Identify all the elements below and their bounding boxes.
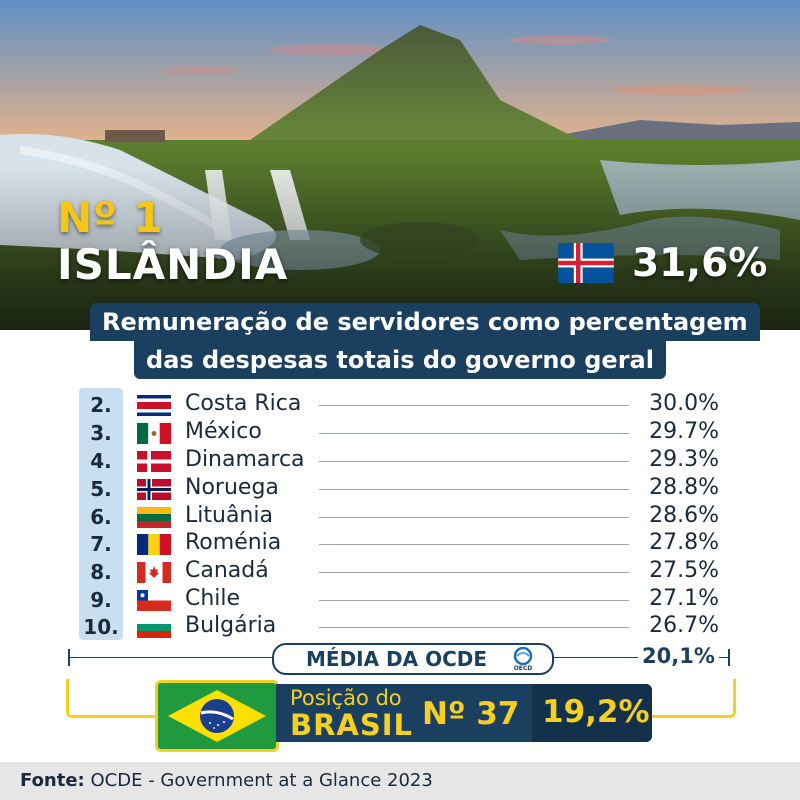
ocde-average-value: 20,1% [638, 644, 719, 668]
ocde-line-right-tick [728, 649, 730, 666]
country-value: 27.1% [643, 586, 719, 611]
country-name: Canadá [185, 558, 277, 583]
chart-title: Remuneração de servidores como percentag… [90, 303, 760, 379]
brasil-value: 19,2% [542, 694, 650, 730]
country-value: 26.7% [643, 613, 719, 638]
hero-landscape-image [0, 0, 800, 330]
country-value: 29.7% [643, 419, 719, 444]
chile-flag-icon [137, 590, 171, 611]
rank-column-background [79, 388, 123, 640]
title-line-2: das despesas totais do governo geral [134, 341, 666, 379]
ranking-row: 9. Chile 27.1% [79, 586, 719, 613]
country-name: Bulgária [185, 613, 285, 638]
ranking-row: 5. Noruega 28.8% [79, 475, 719, 502]
ocde-average-label: MÉDIA DA OCDE [306, 647, 488, 671]
country-name: Chile [185, 586, 249, 611]
source-name: OCDE - Government at a Glance 2023 [90, 770, 433, 791]
leader-line [319, 600, 629, 601]
leader-line [319, 517, 629, 518]
ranking-row: 8. Canadá 27.5% [79, 558, 719, 585]
oecd-logo-icon: OECD [514, 647, 533, 671]
rank-number: 9. [90, 588, 112, 612]
canada-flag-icon [137, 562, 171, 583]
ranking-row: 7. Roménia 27.8% [79, 530, 719, 557]
norway-flag-icon [137, 479, 171, 500]
rank-number: 6. [90, 505, 112, 529]
denmark-flag-icon [137, 451, 171, 472]
brasil-label-line-1: Posição do [290, 686, 402, 710]
landscape-illustration [0, 0, 800, 330]
top-country-name: ISLÂNDIA [57, 240, 289, 289]
top-country-value: 31,6% [632, 241, 768, 286]
brasil-rank: Nº 37 [422, 696, 520, 732]
source-label: Fonte: [20, 770, 85, 791]
country-value: 28.8% [643, 475, 719, 500]
country-value: 30.0% [643, 391, 719, 416]
country-name: Dinamarca [185, 447, 313, 472]
romania-flag-icon [137, 534, 171, 555]
leader-line [319, 461, 629, 462]
lithuania-flag-icon [137, 507, 171, 528]
rank-number: 10. [83, 615, 119, 639]
country-value: 29.3% [643, 447, 719, 472]
ranking-row: 2. Costa Rica 30.0% [79, 391, 719, 418]
country-name: México [185, 419, 270, 444]
leader-line [319, 489, 629, 490]
country-name: Roménia [185, 530, 290, 555]
rank-number: 5. [90, 477, 112, 501]
country-value: 27.5% [643, 558, 719, 583]
country-name: Lituânia [185, 503, 281, 528]
bulgaria-flag-icon [137, 617, 171, 638]
ocde-average-label-box: MÉDIA DA OCDE OECD [272, 643, 554, 675]
brazil-flag-icon [155, 680, 279, 752]
leader-line [319, 433, 629, 434]
rank-number: 7. [90, 532, 112, 556]
mexico-flag-icon [137, 423, 171, 444]
source-footer: Fonte: OCDE - Government at a Glance 202… [0, 762, 800, 800]
svg-text:OECD: OECD [514, 665, 533, 671]
costa-rica-flag-icon [137, 395, 171, 416]
title-line-1: Remuneração de servidores como percentag… [90, 303, 760, 341]
brasil-value-box: 19,2% [532, 684, 652, 742]
brasil-position-bar: Posição do BRASIL Nº 37 19,2% [276, 684, 652, 742]
leader-line [319, 544, 629, 545]
iceland-flag-icon [558, 243, 614, 283]
leader-line [319, 572, 629, 573]
brazil-flag-graphic [158, 683, 276, 749]
rank-number: 8. [90, 560, 112, 584]
ranking-row: 6. Lituânia 28.6% [79, 503, 719, 530]
source-text: Fonte: OCDE - Government at a Glance 202… [20, 770, 433, 791]
country-name: Noruega [185, 475, 287, 500]
country-name: Costa Rica [185, 391, 310, 416]
top-rank-label: Nº 1 [57, 193, 164, 242]
ocde-line-left-tick [68, 649, 70, 666]
rank-number: 4. [90, 449, 112, 473]
rank-number: 3. [90, 421, 112, 445]
leader-line [319, 627, 629, 628]
brasil-label-line-2: BRASIL [290, 708, 414, 742]
rank-number: 2. [90, 393, 112, 417]
ranking-row: 4. Dinamarca 29.3% [79, 447, 719, 474]
country-value: 27.8% [643, 530, 719, 555]
country-value: 28.6% [643, 503, 719, 528]
ranking-row: 3. México 29.7% [79, 419, 719, 446]
leader-line [319, 405, 629, 406]
ranking-row: 10. Bulgária 26.7% [79, 613, 719, 640]
